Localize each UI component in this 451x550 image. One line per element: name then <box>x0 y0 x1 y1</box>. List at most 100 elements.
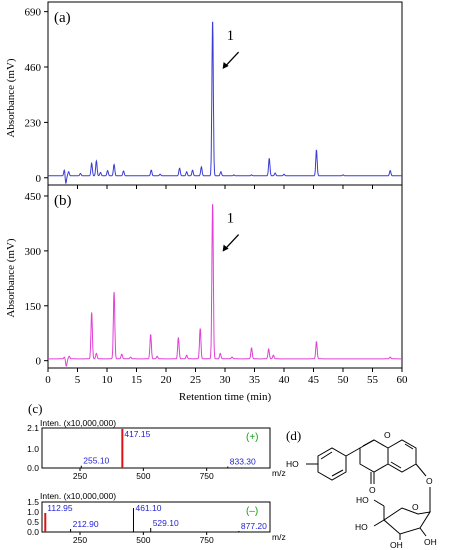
ytick-label-b-1: 150 <box>25 301 42 313</box>
y-ticks-a: 0 230 460 690 <box>25 7 48 185</box>
ms-pos-peak-label-1: 417.15 <box>124 429 150 439</box>
xtick-label-b-4: 20 <box>161 374 173 386</box>
xtick-label-b-11: 55 <box>367 374 379 386</box>
arrow-head-b <box>222 244 229 252</box>
c2-c3-double <box>362 439 375 447</box>
peak-arrow-a <box>222 51 240 70</box>
atom-o-glyco: O <box>426 476 433 486</box>
atom-ho-4: HO <box>355 522 368 532</box>
chromatogram-a: (a) Absorbance (mV) 0 230 460 690 1 <box>5 1 403 189</box>
xtick-label-b-2: 10 <box>102 374 114 386</box>
inten-label-neg: Inten. (x10,000,000) <box>40 491 116 501</box>
ms-neg-ytick-3: 0.0 <box>27 527 39 537</box>
phenol-inner-bonds-2 <box>331 469 344 477</box>
xtick-label-b-10: 50 <box>338 374 350 386</box>
atom-o-carbonyl: O <box>369 485 376 495</box>
ms-neg-yticks: 1.51.00.50.0 <box>27 497 39 537</box>
ms-pos-peak-label-2: 833.30 <box>230 456 256 466</box>
atom-oh-2: OH <box>424 537 437 547</box>
ytick-label-a-2: 460 <box>25 62 42 74</box>
ytick-label-b-2: 300 <box>25 246 42 258</box>
peak-label-a: 1 <box>227 28 235 44</box>
ytick-label-a-0: 0 <box>36 173 42 185</box>
y-ticks-b: 0 150 300 450 <box>25 191 48 368</box>
ms-frame-neg <box>41 501 271 533</box>
xtick-label-b-12: 60 <box>397 374 409 386</box>
ylabel-b: Absorbance (mV) <box>5 238 17 317</box>
ms-pos-xtick-label-0: 250 <box>73 471 87 481</box>
sign-neg: (–) <box>246 506 258 517</box>
ms-neg-peak-label-2: 461.10 <box>135 503 161 513</box>
ms-neg-xtick-label-1: 500 <box>136 535 150 545</box>
mass-spectra: (c) Inten. (x10,000,000) 2.1 1.0 0.0 250 50… <box>27 401 286 545</box>
arrow-head-a <box>222 62 229 70</box>
mz-label-pos: m/z <box>272 468 286 478</box>
ms-neg-ytick-1: 1.0 <box>27 507 39 517</box>
benzo-inner <box>404 443 414 450</box>
panel-label-c: (c) <box>28 401 42 416</box>
ms-pos-ytick-1: 1.0 <box>27 444 39 454</box>
xtick-label-b-9: 45 <box>308 374 320 386</box>
aryl-link <box>345 447 361 457</box>
benzo-ring <box>387 439 417 473</box>
ms-neg-peak-label-0: 112.95 <box>47 503 73 513</box>
ms-pos-peak-label-0: 255.10 <box>83 456 109 466</box>
ch2oh-bond-2 <box>373 499 385 507</box>
xlabel-b: Retention time (min) <box>179 391 272 403</box>
panel-label-b: (b) <box>54 193 72 209</box>
phenol-inner-bonds <box>320 451 333 460</box>
ms-neg-peak-label-1: 212.90 <box>73 519 99 529</box>
peak-label-b: 1 <box>227 211 235 227</box>
ylabel-a: Absorbance (mV) <box>5 58 17 137</box>
plot-frame-b <box>47 184 403 369</box>
xtick-label-b-8: 40 <box>279 374 291 386</box>
sign-pos: (+) <box>246 432 259 443</box>
xtick-label-b-5: 25 <box>190 374 202 386</box>
ms-neg-peak-label-3: 529.10 <box>153 518 179 528</box>
ms-pos-xticks: 250 500 750 <box>73 468 214 481</box>
ytick-label-a-3: 690 <box>25 7 42 19</box>
panel-label-d: (d) <box>286 428 301 443</box>
arrow-shaft-b <box>224 234 240 251</box>
ms-neg-ytick-0: 1.5 <box>27 497 39 507</box>
sugar-ring <box>383 507 432 535</box>
ytick-label-b-3: 450 <box>25 191 42 203</box>
xtick-label-b-6: 30 <box>220 374 232 386</box>
chromatogram-b: (b) Absorbance (mV) Retention time (min)… <box>5 184 408 403</box>
xtick-label-b-7: 35 <box>249 374 261 386</box>
x-ticks-b: 0 5 10 15 20 25 30 35 40 45 50 55 60 <box>45 368 408 386</box>
xtick-label-b-3: 15 <box>131 374 143 386</box>
ms-frame-pos <box>41 427 271 469</box>
arrow-shaft-a <box>224 51 240 68</box>
xtick-label-b-1: 5 <box>75 374 81 386</box>
plot-frame-a <box>47 1 403 186</box>
ms-pos-ytick-0: 2.1 <box>27 423 39 433</box>
peak-arrow-b <box>222 234 240 252</box>
ms-pos-xtick-label-1: 500 <box>136 471 150 481</box>
ms-neg-peak-label-4: 877.20 <box>241 521 267 531</box>
ms-neg-ytick-2: 0.5 <box>27 517 39 527</box>
trace-a <box>48 21 402 185</box>
ms-neg-xtick-label-2: 750 <box>200 535 214 545</box>
phenol-ring <box>317 447 347 481</box>
mz-label-neg: m/z <box>272 532 286 542</box>
trace-b <box>48 204 402 367</box>
oh2-bond <box>419 527 427 537</box>
ms-neg-xtick-label-0: 250 <box>73 535 87 545</box>
ms-pos-yticks: 2.1 1.0 0.0 <box>27 423 39 473</box>
atom-oh-3: OH <box>390 540 403 550</box>
inten-label-pos: Inten. (x10,000,000) <box>40 418 116 428</box>
ms-pos-xtick-label-2: 750 <box>200 471 214 481</box>
xtick-label-b-0: 0 <box>45 374 51 386</box>
ms-neg-xticks: 250 500 750 <box>73 532 214 545</box>
atom-ho-6: HO <box>356 495 369 505</box>
x-ticks-a <box>47 185 403 189</box>
panel-label-a: (a) <box>54 10 71 26</box>
atom-ho-phenol: HO <box>286 459 299 469</box>
atom-o-sugar: O <box>412 502 419 512</box>
ytick-label-a-1: 230 <box>25 117 42 129</box>
oh4-bond <box>373 519 385 527</box>
benzo-inner-2 <box>390 461 402 469</box>
